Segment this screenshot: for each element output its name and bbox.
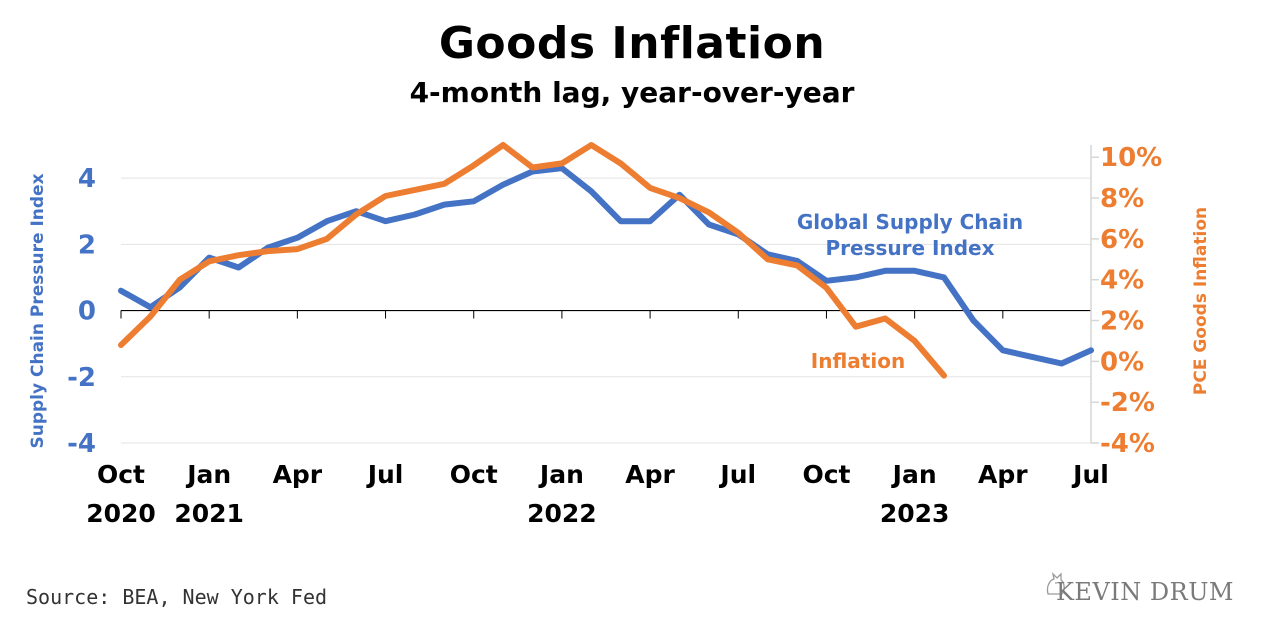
- inflation-series-line: [118, 142, 947, 379]
- cat-icon: [1046, 572, 1065, 595]
- right-tick-label: -2%: [1100, 388, 1155, 418]
- x-tick-label: Jul: [718, 460, 756, 489]
- x-tick-label: Jan: [185, 460, 231, 489]
- supply-chain-series-line: [118, 165, 1094, 367]
- right-tick-label: 2%: [1100, 307, 1144, 337]
- x-tick-label: Apr: [978, 460, 1028, 489]
- source-note: Source: BEA, New York Fed: [26, 585, 328, 609]
- supply-chain-series-label: Pressure Index: [826, 236, 995, 260]
- left-tick-label: -2: [67, 363, 96, 393]
- right-axis-title: PCE Goods Inflation: [1191, 207, 1211, 395]
- right-tick-label: 0%: [1100, 347, 1144, 377]
- left-tick-label: -4: [67, 429, 96, 459]
- x-tick-label: Apr: [625, 460, 675, 489]
- left-tick-label: 0: [78, 297, 96, 327]
- left-tick-label: 4: [78, 164, 96, 194]
- x-tick-label: Oct: [97, 460, 145, 489]
- x-tick-label: Jul: [366, 460, 404, 489]
- left-axis-title: Supply Chain Pressure Index: [28, 173, 48, 448]
- inflation-series-label: Inflation: [811, 349, 905, 373]
- x-year-label: 2020: [86, 499, 156, 528]
- right-tick-label: 6%: [1100, 225, 1144, 255]
- x-tick-label: Apr: [273, 460, 323, 489]
- chart-title: Goods Inflation: [438, 18, 826, 69]
- right-tick-label: -4%: [1100, 429, 1155, 459]
- chart-subtitle: 4-month lag, year-over-year: [409, 76, 855, 109]
- x-tick-label: Oct: [450, 460, 498, 489]
- x-tick-label: Jan: [538, 460, 584, 489]
- x-tick-label: Oct: [802, 460, 850, 489]
- supply-chain-series-label: Global Supply Chain: [797, 210, 1023, 234]
- right-tick-label: 10%: [1100, 143, 1162, 173]
- x-year-label: 2023: [880, 499, 950, 528]
- x-year-label: 2021: [174, 499, 244, 528]
- brand-name: KEVIN DRUM: [1056, 578, 1235, 606]
- x-tick-label: Jan: [891, 460, 937, 489]
- right-tick-label: 4%: [1100, 266, 1144, 296]
- x-tick-label: Jul: [1071, 460, 1109, 489]
- right-tick-label: 8%: [1100, 184, 1144, 214]
- left-tick-label: 2: [78, 230, 96, 260]
- x-year-label: 2022: [527, 499, 597, 528]
- brand-logo: KEVIN DRUM: [1032, 568, 1235, 612]
